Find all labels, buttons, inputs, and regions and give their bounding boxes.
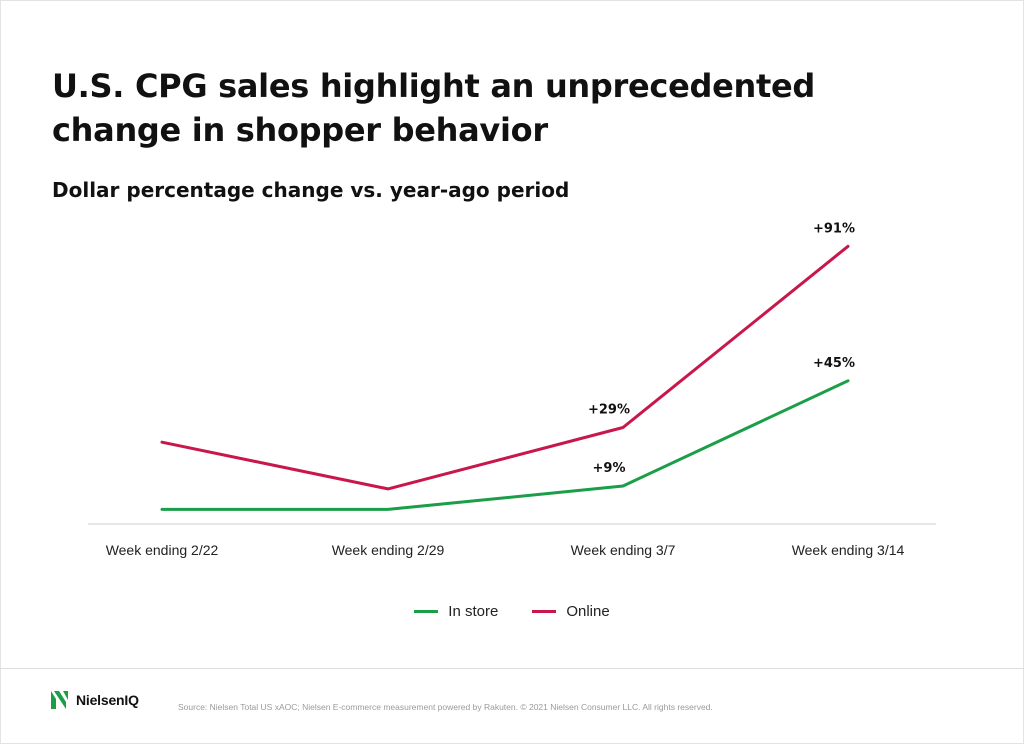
nielseniq-logo-text: NielsenIQ	[76, 692, 139, 708]
footer-divider	[0, 668, 1024, 669]
series-line-online	[160, 244, 850, 491]
chart-subtitle: Dollar percentage change vs. year-ago pe…	[52, 178, 570, 202]
x-tick-label: Week ending 3/14	[792, 542, 905, 558]
chart-legend: In store Online	[0, 603, 1024, 620]
legend-swatch-online	[532, 610, 557, 613]
source-note: Source: Nielsen Total US xAOC; Nielsen E…	[178, 702, 713, 712]
x-tick-label: Week ending 2/29	[332, 542, 445, 558]
legend-item-in-store: In store	[414, 603, 498, 620]
line-chart: Week ending 2/22 Week ending 2/29 Week end…	[88, 221, 936, 558]
legend-label-online: Online	[566, 603, 610, 620]
nielseniq-logo: NielsenIQ	[50, 690, 139, 710]
data-label: +29%	[588, 403, 630, 418]
data-label: +91%	[813, 221, 855, 236]
legend-swatch-in-store	[414, 610, 439, 613]
x-tick-label: Week ending 3/7	[571, 542, 676, 558]
legend-item-online: Online	[532, 603, 610, 620]
page-title: U.S. CPG sales highlight an unprecedente…	[52, 67, 815, 149]
nielseniq-logo-icon	[51, 691, 68, 709]
data-label: +9%	[593, 461, 626, 476]
series-line-in-store	[160, 379, 850, 511]
legend-label-in-store: In store	[448, 603, 499, 620]
x-tick-label: Week ending 2/22	[106, 542, 219, 558]
data-label: +45%	[813, 356, 855, 371]
